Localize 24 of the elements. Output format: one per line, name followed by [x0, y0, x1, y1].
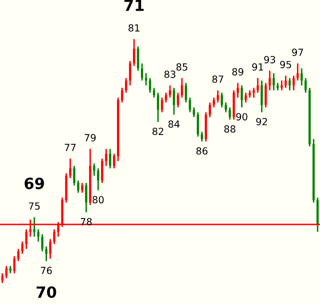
annotation: 70 — [36, 286, 56, 298]
annotation: 97 — [292, 48, 304, 56]
annotation: 75 — [28, 202, 40, 210]
annotation: 87 — [212, 75, 224, 83]
annotation: 71 — [124, 0, 144, 11]
annotation: 88 — [224, 125, 236, 133]
annotation: 93 — [264, 56, 276, 64]
annotation: 77 — [64, 144, 76, 152]
annotation: 84 — [168, 120, 180, 128]
annotation: 91 — [252, 63, 264, 71]
annotation: 92 — [256, 118, 267, 126]
annotation: 86 — [196, 147, 208, 155]
annotation: 76 — [40, 266, 52, 274]
annotation: 81 — [128, 24, 140, 32]
annotation: 69 — [24, 178, 44, 190]
annotation: 85 — [176, 63, 188, 71]
annotation: 89 — [232, 68, 244, 76]
annotation: 79 — [84, 134, 96, 142]
annotation: 82 — [152, 128, 164, 136]
annotation: 90 — [236, 113, 248, 120]
annotation: 83 — [164, 70, 176, 78]
annotation: 80 — [92, 196, 104, 204]
annotation: 95 — [280, 60, 292, 68]
annotation: 78 — [80, 218, 92, 226]
